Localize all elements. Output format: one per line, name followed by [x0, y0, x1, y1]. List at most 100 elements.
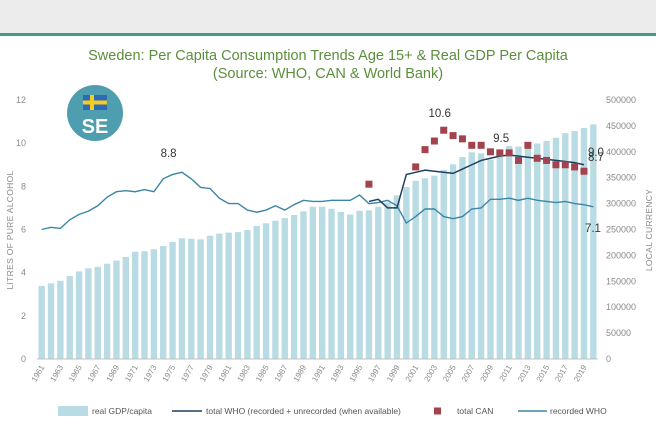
gdp-bar	[337, 211, 345, 359]
x-tick-label: 2011	[498, 363, 515, 383]
x-tick-label: 1997	[366, 363, 383, 383]
y-right-tick-label: 50000	[606, 328, 631, 338]
gdp-bar	[38, 285, 45, 359]
gdp-bar	[384, 202, 391, 359]
x-tick-label: 1999	[385, 363, 402, 383]
gdp-bar	[580, 127, 588, 359]
gdp-bar	[113, 260, 120, 359]
y-left-tick-label: 0	[21, 354, 26, 364]
y-axis-left-label: LITRES OF PURE ALCOHOL	[5, 170, 15, 289]
x-tick-label: 1963	[48, 363, 65, 383]
gdp-bar	[403, 187, 410, 359]
can-marker	[524, 141, 532, 149]
gdp-bar	[160, 246, 167, 359]
gdp-bar	[188, 238, 195, 359]
gdp-bar	[515, 146, 522, 359]
y-right-tick-label: 200000	[606, 250, 636, 260]
gdp-bar	[319, 206, 326, 359]
gdp-bar	[253, 225, 260, 359]
gdp-bar	[449, 164, 457, 359]
gdp-bar	[272, 220, 279, 359]
gdp-bar	[94, 266, 101, 359]
can-marker	[449, 132, 457, 140]
gdp-bar	[290, 215, 298, 359]
can-marker	[515, 156, 523, 164]
gdp-bar	[206, 235, 214, 359]
can-markers	[365, 126, 588, 188]
gdp-bar	[66, 276, 73, 359]
x-tick-label: 2009	[479, 363, 496, 383]
data-label: 8.8	[161, 148, 177, 160]
sweden-flag-icon	[83, 95, 107, 110]
x-tick-label: 1987	[273, 363, 290, 383]
can-marker	[365, 180, 373, 188]
x-tick-label: 2013	[516, 363, 533, 383]
x-tick-label: 2015	[535, 363, 552, 383]
data-label: 9.0	[588, 147, 604, 159]
x-tick-label: 1973	[142, 363, 159, 383]
legend-label-total-who: total WHO (recorded + unrecorded (when a…	[206, 406, 401, 416]
gdp-bar	[197, 239, 204, 359]
y-right-tick-label: 100000	[606, 302, 636, 312]
x-tick-label: 1977	[179, 363, 196, 383]
gdp-bar	[487, 159, 494, 359]
data-label: 7.1	[585, 223, 601, 235]
can-marker	[505, 149, 513, 157]
can-marker	[458, 135, 466, 143]
can-marker	[580, 167, 588, 175]
can-marker	[543, 156, 551, 164]
x-tick-label: 2017	[553, 363, 570, 383]
x-tick-label: 1991	[310, 363, 327, 383]
x-tick-label: 1965	[67, 363, 84, 383]
total-who-line	[368, 154, 585, 209]
gdp-bar	[141, 251, 148, 359]
gdp-bar	[393, 195, 401, 359]
badge-circle	[67, 85, 123, 141]
y-left-tick-label: 8	[21, 181, 26, 191]
x-tick-label: 2001	[404, 363, 421, 383]
data-label: 8.7	[588, 152, 604, 164]
x-tick-label: 1985	[254, 363, 271, 383]
gdp-bar	[262, 223, 270, 359]
gdp-bar	[506, 146, 513, 359]
chart-title: Sweden: Per Capita Consumption Trends Ag…	[88, 48, 569, 64]
gdp-bar	[122, 256, 130, 359]
y-right-tick-label: 350000	[606, 173, 636, 183]
gdp-bar	[590, 124, 597, 359]
can-marker	[440, 126, 448, 134]
legend-label-gdp: real GDP/capita	[92, 406, 152, 416]
legend-label-total-can: total CAN	[457, 406, 493, 416]
gdp-bar	[477, 153, 485, 359]
y-left-tick-label: 2	[21, 311, 26, 321]
legend-swatch-total-can	[434, 407, 441, 415]
gdp-bar	[524, 145, 532, 359]
can-marker	[421, 146, 429, 154]
gdp-bar	[543, 140, 550, 359]
gdp-bar	[534, 143, 541, 359]
x-tick-label: 1971	[123, 363, 140, 383]
gdp-bar	[365, 210, 373, 359]
can-marker	[496, 149, 504, 157]
x-tick-label: 2019	[572, 363, 589, 383]
gdp-bar	[459, 156, 466, 359]
can-marker	[561, 161, 569, 169]
x-tick-label: 1995	[348, 363, 365, 383]
y-right-tick-label: 300000	[606, 199, 636, 209]
y-right-tick-label: 0	[606, 354, 611, 364]
gdp-bar	[468, 152, 475, 359]
gdp-bar	[300, 211, 307, 359]
gdp-bar	[225, 232, 232, 359]
badge-label: SE	[82, 116, 109, 138]
x-tick-label: 1961	[30, 363, 47, 383]
gdp-bar	[440, 169, 447, 359]
gdp-bar	[178, 238, 186, 359]
y-left-tick-label: 10	[16, 138, 26, 148]
gdp-bar	[309, 206, 317, 359]
gdp-bar	[421, 178, 429, 359]
header-band	[0, 0, 656, 33]
y-right-tick-label: 450000	[606, 121, 636, 131]
x-tick-label: 1979	[198, 363, 215, 383]
x-tick-label: 1981	[217, 363, 234, 383]
legend-swatch-gdp	[58, 406, 88, 416]
